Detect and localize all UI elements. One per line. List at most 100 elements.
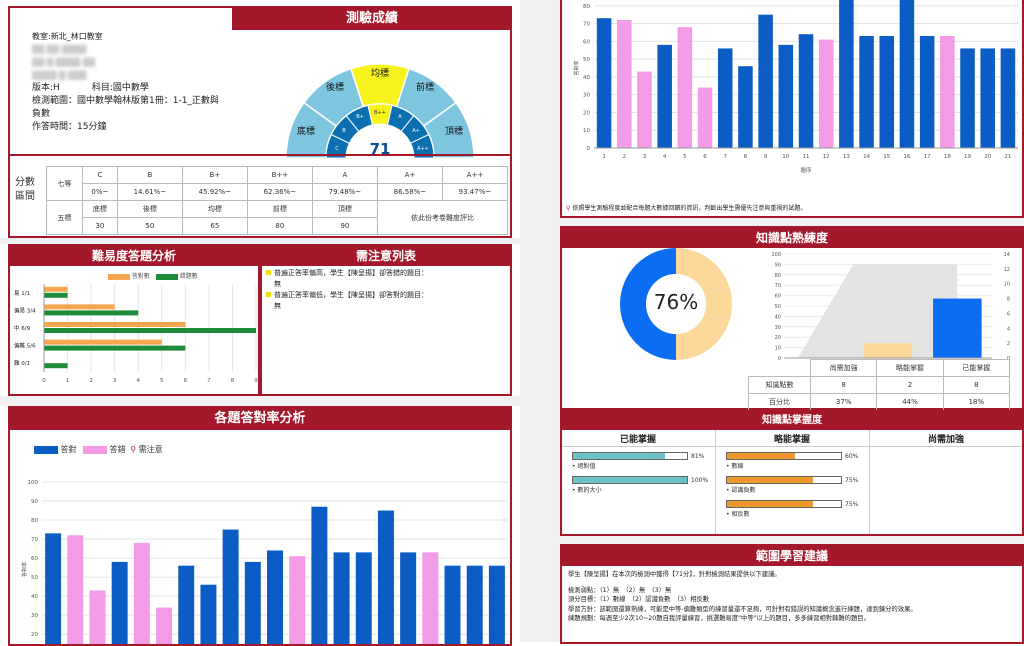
category-label: 易 1/1 [14,290,30,297]
accuracy-bar [637,71,652,148]
y2-tick-label: 14 [1004,252,1010,258]
wrong-bar [44,328,256,333]
accuracy-bar [940,36,955,148]
subject: 科目:國中數學 [91,83,149,93]
mastery-item: 75% • 認識負數 [726,476,866,494]
difficulty-title: 難易度答題分析 [10,246,258,266]
knowledge-table: 尚需加強 略能掌握 已能掌握 知識點數 8 2 8 百分比 37% 44% 18… [748,359,1011,411]
page-gap-right-1 [560,218,1024,226]
mastery-col-divider [715,430,716,534]
x-tick-label: 21 [1004,154,1011,160]
knowledge-bar [863,343,913,358]
accuracy-title: 各題答對率分析 [10,408,510,430]
progress-fill [727,453,796,459]
legend-swatch-correct [108,273,130,280]
bullet-icon [266,270,271,275]
y2-tick-label: 2 [1007,341,1010,347]
x-tick-label: 8 [231,378,235,384]
x-tick-label: 1 [602,154,606,160]
y-tick-label: 60 [583,39,590,45]
inner-label-bplus: B+ [356,114,364,120]
search-icon: ⚲ [130,445,137,454]
accuracy-bar [267,550,283,644]
inner-label-aplusplus: A++ [417,146,429,152]
x-tick-label: 12 [823,154,830,160]
blurred-text: ██ █ ████ ██ [32,58,95,67]
difficulty-legend: 答對數 錯題數 [108,271,198,280]
donut-segment-remaining [676,248,732,360]
mastery-label: • 絕對值 [572,463,596,470]
search-icon: ⚲ [566,205,571,212]
y-tick-label: 70 [31,537,38,543]
accuracy-bar [289,556,306,644]
y-axis-label: 答對率 [21,562,28,577]
y2-tick-label: 6 [1007,311,1010,317]
correct-bar [44,339,162,345]
difficulty-note: 依此份考卷難度評比 [376,200,509,235]
mastery-bar-row: 81% [572,452,712,460]
row-label-five-marks: 五標 [46,200,83,235]
progress-percent: 81% [691,452,705,460]
y-tick-label: 100 [771,252,781,258]
x-tick-label: 14 [863,154,870,160]
test-range: 檢測範圍：國中數學翰林版第1冊：1-1_正數與負數 [32,96,219,119]
x-tick-label: 19 [964,154,971,160]
accuracy-bar [400,552,417,644]
y-tick-label: 40 [775,314,781,320]
accuracy-bar [657,44,672,149]
accuracy-bar [697,87,713,148]
score-value: 71 [370,140,391,158]
progress-fill [727,477,813,483]
x-tick-label: 4 [663,154,667,160]
gauge-label-low: 後標 [326,81,344,93]
y-tick-label: 0 [587,146,591,152]
advice-line: 練題規劃：每週至少2次10~20題自我評量練習，挑選難易度"中等"以上的題目，多… [568,615,870,622]
inner-label-c: C [335,146,339,152]
correct-bar [44,286,68,292]
x-tick-label: 6 [703,154,707,160]
progress-percent: 60% [845,452,859,460]
difficulty-panel: 難易度答題分析 答對數 錯題數 0 1 2 3 4 5 6 7 8 9 易 1/1 偏易 3/4 中 6… [8,244,260,396]
attention-sub: 無 [274,280,281,288]
accuracy-bar [859,36,874,148]
y-tick-label: 40 [31,594,38,600]
x-tick-label: 5 [160,378,164,384]
mastery-label: • 相反數 [726,511,750,518]
mastery-header-partial: 略能掌握 [773,435,810,445]
advice-line: 檢測弱點：（1）無 （2）無 （3）無 [568,586,672,594]
y-tick-label: 70 [583,22,590,28]
progress-track [726,500,842,508]
right-accuracy-chart: 8070605040302010090答對率123456789101112131… [573,0,1018,174]
wrong-bar [44,310,139,316]
mastery-item: 100% • 數的大小 [572,476,712,494]
advice-line: 學習方針：該範圍還算熟練，可能是中等-偏難類型的練習量還不足夠，可針對有錯誤的知… [568,605,917,613]
score-range-table: 七等 C B B+ B++ A A+ A++ 0%~ 14.61%~ 45.92… [46,166,509,235]
score-panel: 測驗成績 教室:新北_林口教室 ██ ██ ████ ██ █ ████ ██ … [8,6,512,238]
accuracy-bar [67,535,84,644]
progress-track [726,476,842,484]
correct-bar [44,304,115,310]
mastery-title: 知識點掌握度 [562,412,1022,430]
y-tick-label: 80 [775,273,781,279]
x-tick-label: 5 [683,154,687,160]
accuracy-bar [919,36,935,148]
progress-track [572,452,688,460]
accuracy-bar [758,14,773,148]
score-table-divider [8,154,512,156]
inner-label-b: B [342,128,346,134]
accuracy-bar [596,18,612,148]
accuracy-bar [133,542,150,644]
mastery-label: • 認識負數 [726,487,756,494]
edition: 版本:H [32,83,60,93]
accuracy-bar [156,607,173,644]
accuracy-bar [222,529,239,644]
mastery-divider [562,446,1022,447]
inner-segment-aplusplus [409,133,435,159]
legend-swatch-correct [34,445,58,454]
advice-line: 須分目標：（1）數線 （2）認識負數 （3）相反數 [568,596,710,603]
partial-list: 60% • 數線 75% • 認識負數 75% • 相反數 [726,452,866,524]
accuracy-bar [899,0,915,149]
school-name: 教室:新北_林口教室 [32,32,103,41]
attention-title: 需注意列表 [262,246,510,266]
